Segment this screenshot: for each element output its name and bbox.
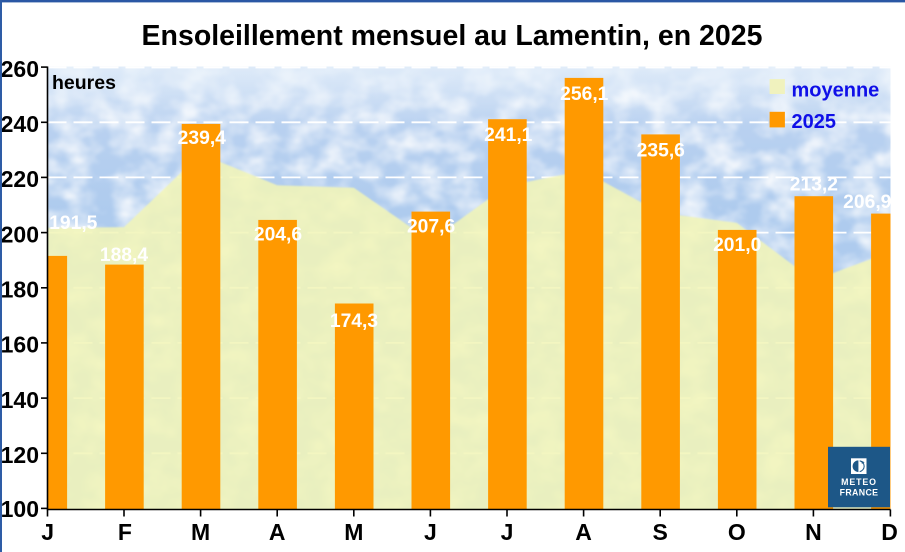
svg-text:201,0: 201,0 xyxy=(713,235,761,256)
svg-text:M: M xyxy=(191,519,210,545)
svg-text:J: J xyxy=(41,519,54,545)
svg-text:2025: 2025 xyxy=(792,111,837,133)
svg-text:FRANCE: FRANCE xyxy=(840,488,879,498)
svg-text:191,5: 191,5 xyxy=(49,213,98,234)
svg-text:180: 180 xyxy=(1,277,39,303)
svg-text:140: 140 xyxy=(1,387,39,413)
svg-text:F: F xyxy=(118,519,132,545)
svg-text:204,6: 204,6 xyxy=(254,225,303,246)
svg-text:O: O xyxy=(728,519,746,545)
svg-text:A: A xyxy=(269,519,286,545)
svg-text:heures: heures xyxy=(52,72,116,94)
svg-text:METEO: METEO xyxy=(841,477,877,487)
svg-text:241,1: 241,1 xyxy=(484,125,533,146)
svg-text:188,4: 188,4 xyxy=(100,245,149,266)
svg-text:239,4: 239,4 xyxy=(178,128,227,149)
svg-text:213,2: 213,2 xyxy=(790,175,838,196)
svg-text:206,9: 206,9 xyxy=(843,192,891,213)
svg-text:256,1: 256,1 xyxy=(560,84,609,105)
svg-text:M: M xyxy=(344,519,363,545)
svg-text:N: N xyxy=(805,519,822,545)
svg-text:S: S xyxy=(653,519,668,545)
svg-text:D: D xyxy=(881,519,898,545)
svg-text:J: J xyxy=(424,519,437,545)
svg-text:174,3: 174,3 xyxy=(330,311,379,332)
svg-text:A: A xyxy=(575,519,592,545)
svg-text:120: 120 xyxy=(1,442,39,468)
svg-text:240: 240 xyxy=(1,111,39,137)
svg-text:260: 260 xyxy=(1,56,39,82)
svg-text:moyenne: moyenne xyxy=(792,80,880,102)
svg-text:200: 200 xyxy=(1,221,39,247)
svg-text:220: 220 xyxy=(1,166,39,192)
svg-text:J: J xyxy=(501,519,514,545)
svg-text:160: 160 xyxy=(1,332,39,358)
svg-text:Ensoleillement mensuel au Lame: Ensoleillement mensuel au Lamentin, en 2… xyxy=(142,20,763,52)
svg-text:100: 100 xyxy=(1,496,39,522)
svg-text:207,6: 207,6 xyxy=(407,217,456,238)
svg-text:235,6: 235,6 xyxy=(637,141,686,162)
